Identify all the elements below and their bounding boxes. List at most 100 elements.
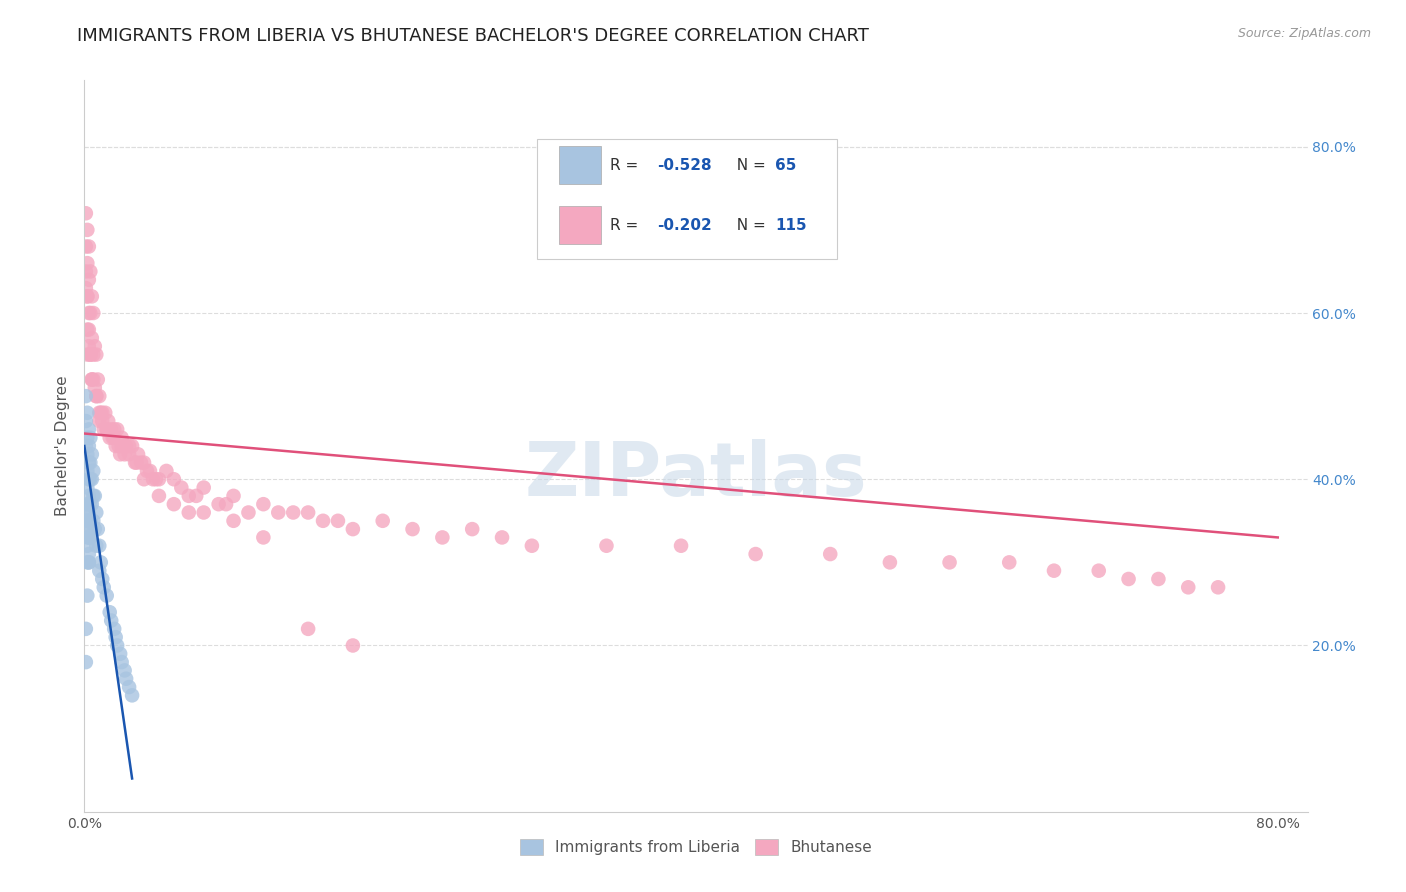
Point (76, 289, 98, 303)
Point (89, 414, 111, 428)
Point (76, 589, 98, 603)
Point (76, 539, 98, 553)
Point (121, 689, 143, 703)
Point (297, 622, 319, 636)
Point (75, 239, 97, 253)
Point (79, 306, 101, 320)
Point (1087, 564, 1109, 578)
Point (215, 497, 238, 511)
Text: Source: ZipAtlas.com: Source: ZipAtlas.com (1237, 27, 1371, 40)
Point (520, 539, 543, 553)
Point (491, 530, 513, 544)
Point (77, 339, 100, 353)
Point (103, 431, 125, 445)
Point (77, 323, 100, 337)
Point (77, 555, 100, 569)
Point (80, 447, 103, 461)
Point (96, 422, 118, 436)
Point (75, 655, 97, 669)
Point (75, 281, 97, 295)
Point (103, 422, 125, 436)
Point (77, 422, 100, 436)
Point (595, 539, 617, 553)
Point (76, 481, 98, 495)
Point (1147, 572, 1170, 586)
Point (77, 530, 100, 544)
Point (79, 347, 101, 362)
Point (111, 439, 134, 453)
Point (93, 580, 115, 594)
Point (77, 439, 100, 453)
Point (297, 506, 319, 520)
Point (76, 464, 98, 478)
Point (148, 489, 170, 503)
Point (132, 472, 155, 486)
Point (91, 406, 114, 420)
Point (77, 547, 100, 561)
Point (118, 439, 141, 453)
Point (79, 347, 101, 362)
Text: -0.528: -0.528 (657, 158, 711, 173)
Point (121, 439, 143, 453)
Point (76, 555, 98, 569)
Point (83, 339, 105, 353)
Point (124, 456, 146, 470)
Point (104, 630, 127, 644)
Point (80, 372, 103, 386)
Point (96, 422, 118, 436)
Point (145, 472, 167, 486)
Point (142, 472, 165, 486)
Point (77, 306, 100, 320)
FancyBboxPatch shape (560, 146, 600, 184)
Point (76, 289, 98, 303)
Point (76, 497, 98, 511)
Point (326, 514, 349, 528)
Point (108, 647, 131, 661)
Point (87, 372, 110, 386)
Point (76, 323, 98, 337)
Point (77, 489, 100, 503)
Point (76, 223, 98, 237)
Point (82, 514, 104, 528)
Point (312, 514, 335, 528)
Point (112, 439, 135, 453)
Point (155, 464, 177, 478)
Point (115, 439, 138, 453)
Point (89, 406, 111, 420)
Point (90, 406, 112, 420)
Point (89, 564, 111, 578)
Point (98, 605, 121, 619)
Point (998, 555, 1021, 569)
Point (148, 472, 170, 486)
Y-axis label: Bachelor's Degree: Bachelor's Degree (55, 376, 70, 516)
Point (118, 680, 141, 694)
Point (79, 497, 101, 511)
Point (75, 439, 97, 453)
Point (170, 481, 193, 495)
Point (83, 522, 105, 536)
Point (252, 530, 274, 544)
Point (89, 389, 111, 403)
Point (82, 464, 104, 478)
Point (125, 456, 148, 470)
Point (461, 522, 484, 536)
Text: N =: N = (727, 158, 770, 173)
Point (115, 672, 138, 686)
Point (76, 514, 98, 528)
Point (1206, 580, 1229, 594)
Point (84, 389, 107, 403)
Point (93, 422, 115, 436)
Point (104, 439, 127, 453)
Point (193, 506, 215, 520)
Point (1118, 572, 1140, 586)
Point (100, 614, 122, 628)
Point (111, 431, 134, 445)
Point (79, 472, 101, 486)
Point (222, 489, 245, 503)
FancyBboxPatch shape (560, 206, 600, 244)
Point (82, 372, 104, 386)
Point (186, 489, 208, 503)
Point (879, 555, 901, 569)
Point (91, 414, 114, 428)
Point (82, 347, 104, 362)
